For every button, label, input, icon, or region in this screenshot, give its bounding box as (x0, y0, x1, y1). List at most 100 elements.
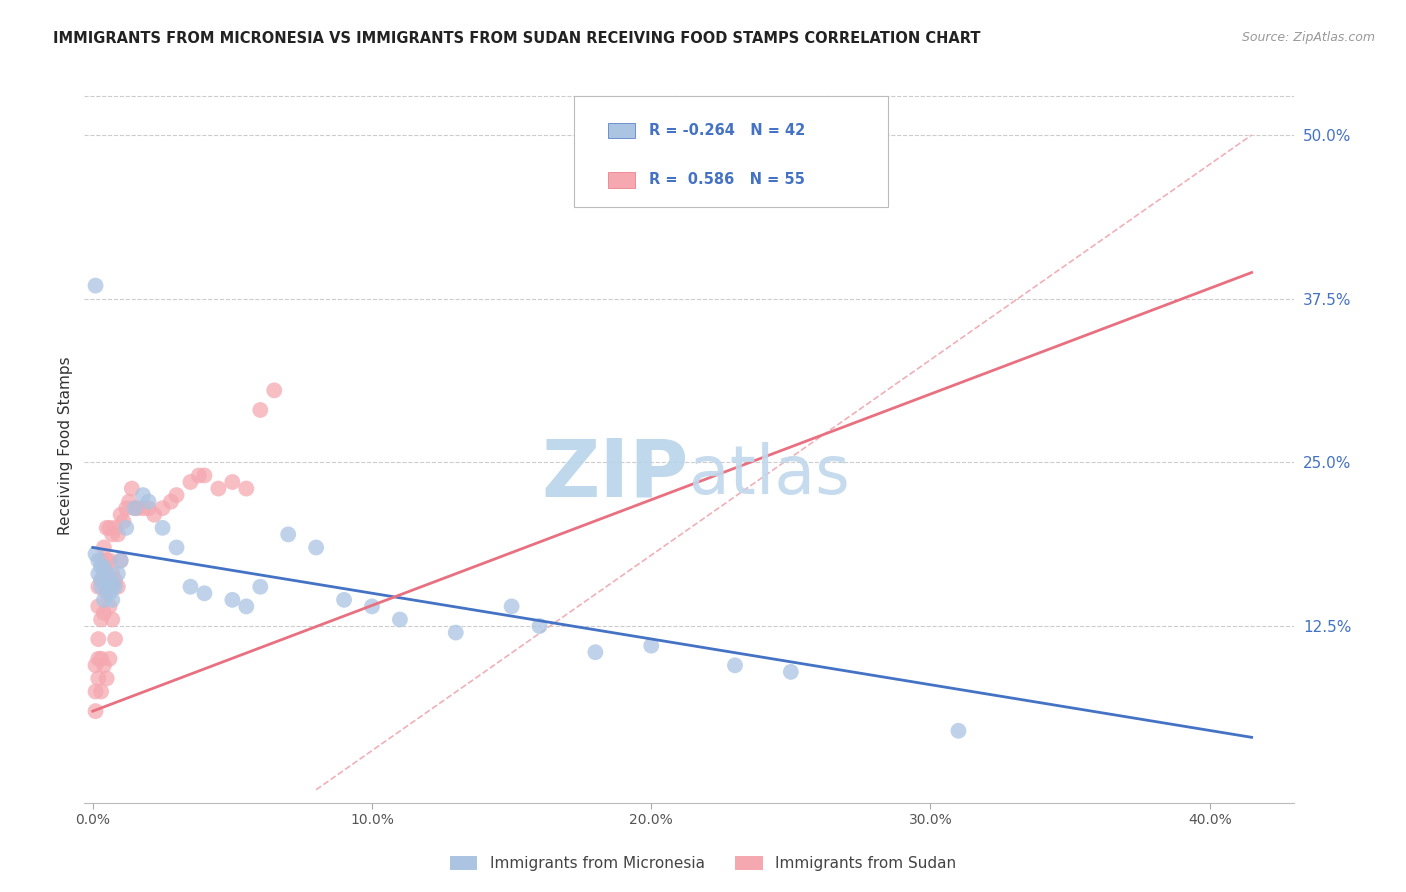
Point (90, 553, 112, 567)
Point (90, 612, 112, 626)
Point (96, 580, 118, 594)
Point (361, 599, 384, 614)
Point (87, 672, 110, 686)
Point (160, 494, 183, 508)
Point (249, 580, 271, 594)
Point (444, 625, 467, 640)
Point (179, 475, 201, 489)
Point (207, 482, 229, 496)
Point (101, 566, 124, 581)
Point (124, 501, 146, 516)
Point (84, 658, 107, 673)
Point (235, 482, 257, 496)
Point (112, 514, 135, 528)
Point (193, 586, 215, 600)
Point (333, 592, 356, 607)
Point (193, 468, 215, 483)
Point (263, 384, 285, 398)
Text: R = -0.264   N = 42: R = -0.264 N = 42 (650, 123, 806, 138)
Point (305, 541, 328, 555)
Point (96, 566, 118, 581)
Point (166, 541, 188, 555)
Point (110, 508, 132, 522)
Point (132, 488, 155, 502)
Point (948, 723, 970, 738)
Point (138, 494, 160, 508)
Point (98, 521, 121, 535)
Point (90, 580, 112, 594)
Point (104, 573, 127, 587)
FancyBboxPatch shape (574, 96, 889, 207)
Point (166, 488, 188, 502)
FancyBboxPatch shape (607, 172, 634, 187)
Point (152, 501, 174, 516)
Point (101, 612, 124, 626)
Point (87, 632, 110, 647)
Point (388, 612, 411, 626)
Point (98, 599, 121, 614)
Point (90, 560, 112, 574)
Point (724, 658, 747, 673)
Point (138, 501, 160, 516)
Point (96, 672, 118, 686)
Point (87, 580, 110, 594)
Point (529, 619, 551, 633)
Point (152, 521, 174, 535)
Point (107, 580, 129, 594)
Point (93, 566, 115, 581)
Point (87, 599, 110, 614)
Point (107, 527, 129, 541)
Point (118, 494, 141, 508)
Point (90, 652, 112, 666)
Text: Source: ZipAtlas.com: Source: ZipAtlas.com (1241, 31, 1375, 45)
Point (187, 468, 209, 483)
Point (96, 521, 118, 535)
Point (115, 521, 138, 535)
Point (87, 553, 110, 567)
Point (132, 501, 155, 516)
Point (101, 527, 124, 541)
Point (179, 580, 201, 594)
Text: atlas: atlas (689, 442, 849, 508)
Point (98, 586, 121, 600)
Point (110, 553, 132, 567)
Point (93, 658, 115, 673)
Point (221, 592, 243, 607)
Point (221, 475, 243, 489)
Point (115, 501, 138, 516)
Point (90, 573, 112, 587)
Point (84, 704, 107, 718)
Point (121, 482, 143, 496)
Point (98, 553, 121, 567)
Point (127, 501, 149, 516)
Point (87, 652, 110, 666)
Point (235, 599, 257, 614)
Point (84, 684, 107, 698)
Point (779, 665, 801, 679)
Text: IMMIGRANTS FROM MICRONESIA VS IMMIGRANTS FROM SUDAN RECEIVING FOOD STAMPS CORREL: IMMIGRANTS FROM MICRONESIA VS IMMIGRANTS… (53, 31, 981, 46)
Point (249, 403, 271, 417)
Point (93, 541, 115, 555)
Point (124, 501, 146, 516)
Point (93, 560, 115, 574)
Point (277, 527, 299, 541)
Point (101, 580, 124, 594)
Point (501, 599, 523, 614)
FancyBboxPatch shape (607, 123, 634, 138)
Point (84, 278, 107, 293)
Point (90, 573, 112, 587)
Text: R =  0.586   N = 55: R = 0.586 N = 55 (650, 172, 804, 187)
Point (93, 592, 115, 607)
Text: ZIP: ZIP (541, 435, 689, 514)
Point (93, 606, 115, 620)
Point (98, 573, 121, 587)
Y-axis label: Receiving Food Stamps: Receiving Food Stamps (58, 357, 73, 535)
Point (104, 580, 127, 594)
Point (96, 586, 118, 600)
Point (96, 553, 118, 567)
Point (104, 632, 127, 647)
Point (84, 547, 107, 561)
Point (583, 645, 606, 659)
Point (90, 684, 112, 698)
Point (87, 566, 110, 581)
